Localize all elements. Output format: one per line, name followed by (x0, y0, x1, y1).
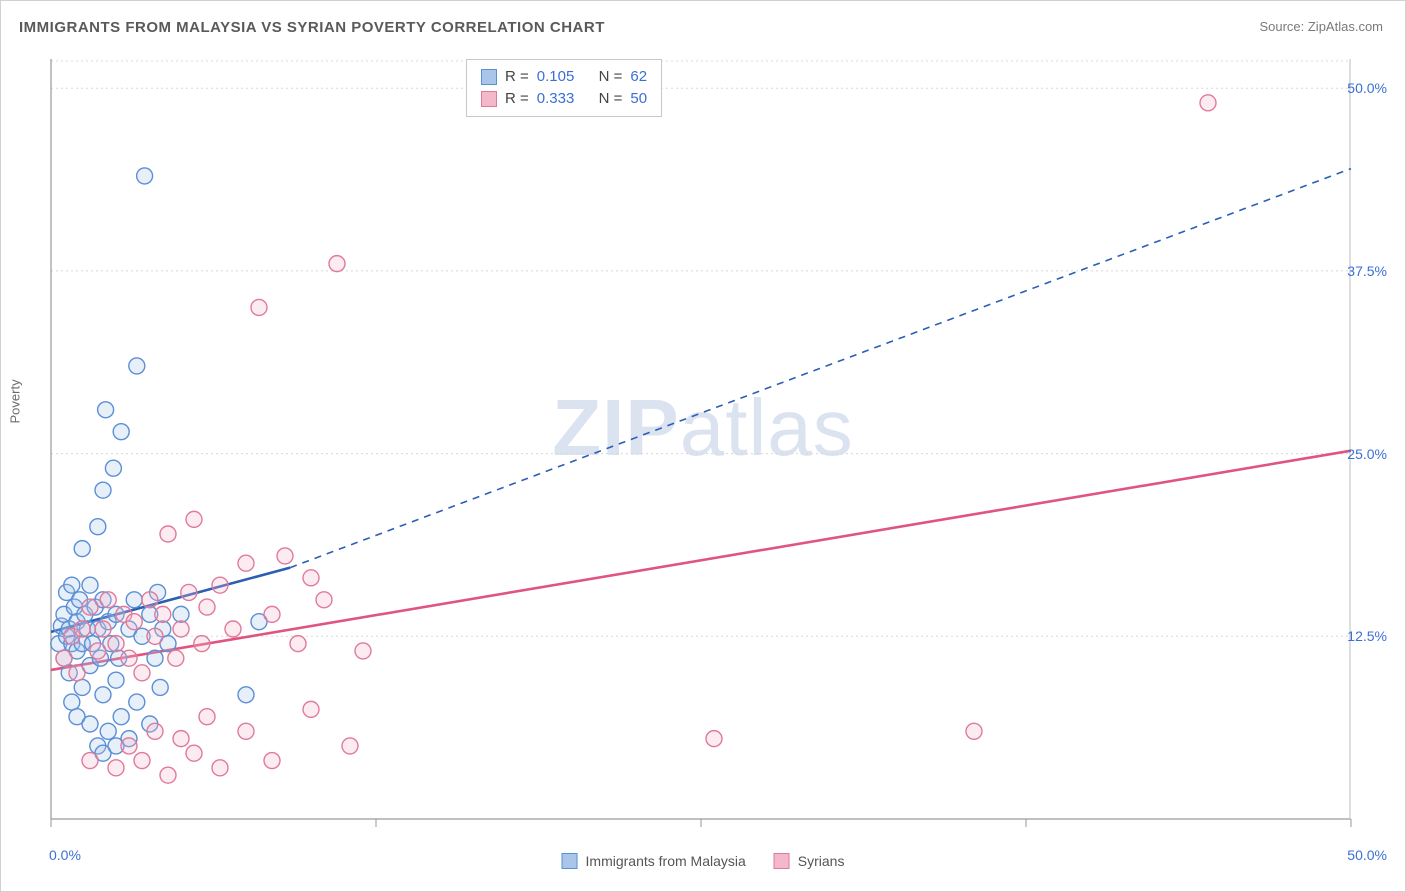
legend-swatch-0 (481, 69, 497, 85)
x-tick-max: 50.0% (1347, 847, 1387, 863)
y-tick-label: 37.5% (1347, 263, 1387, 279)
chart-container: IMMIGRANTS FROM MALAYSIA VS SYRIAN POVER… (0, 0, 1406, 892)
legend-label-1: Syrians (798, 853, 845, 869)
legend-label-0: Immigrants from Malaysia (586, 853, 746, 869)
correlation-legend: R = 0.105 N = 62 R = 0.333 N = 50 (466, 59, 662, 117)
legend-item-1: Syrians (774, 853, 845, 869)
legend-row-series-1: R = 0.333 N = 50 (481, 88, 647, 110)
x-tick-origin: 0.0% (49, 847, 81, 863)
legend-item-0: Immigrants from Malaysia (562, 853, 746, 869)
scatter-svg (51, 59, 1351, 819)
legend-swatch-b0 (562, 853, 578, 869)
source-attribution: Source: ZipAtlas.com (1259, 19, 1383, 34)
legend-swatch-b1 (774, 853, 790, 869)
legend-row-series-0: R = 0.105 N = 62 (481, 66, 647, 88)
y-tick-label: 50.0% (1347, 80, 1387, 96)
y-tick-label: 25.0% (1347, 446, 1387, 462)
y-tick-label: 12.5% (1347, 628, 1387, 644)
x-axis-legend: Immigrants from Malaysia Syrians (562, 853, 845, 869)
y-axis-label: Poverty (8, 379, 23, 423)
chart-title: IMMIGRANTS FROM MALAYSIA VS SYRIAN POVER… (19, 19, 605, 36)
plot-area (51, 59, 1351, 819)
legend-swatch-1 (481, 91, 497, 107)
